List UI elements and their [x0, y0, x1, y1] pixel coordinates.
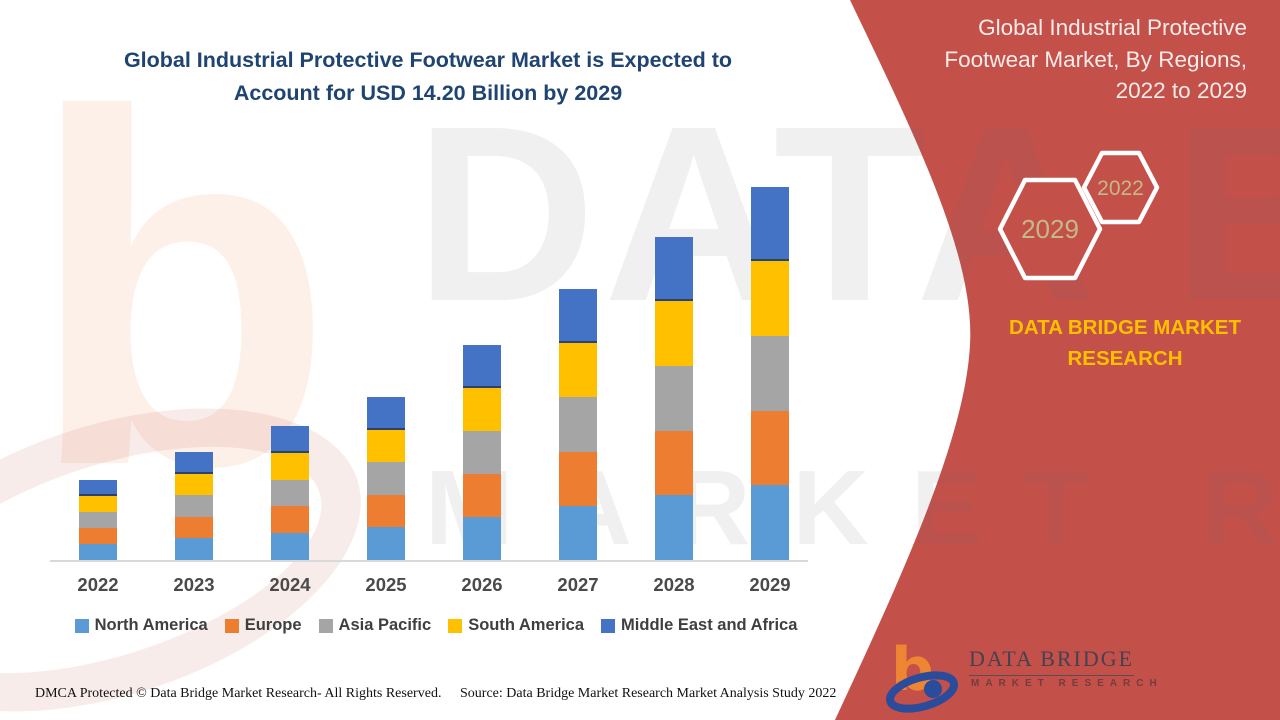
bar-2025: [367, 397, 405, 560]
bar-segment-asia-pacific-2023: [175, 495, 213, 517]
year-hexagons: 2029 2022: [997, 150, 1160, 281]
x-axis-label-2026: 2026: [461, 574, 503, 595]
bar-segment-europe-2024: [271, 506, 309, 534]
hexagon-2029-icon: [997, 177, 1103, 281]
bar-segment-middle-east-and-africa-2029: [751, 186, 789, 262]
bar-segment-north-america-2025: [367, 527, 405, 560]
bar-segment-south-america-2029: [751, 261, 789, 336]
x-axis-label-2027: 2027: [557, 574, 599, 595]
logo-wordmark: DATA BRIDGE: [969, 646, 1135, 676]
bar-segment-south-america-2024: [271, 452, 309, 480]
bar-segment-north-america-2029: [751, 485, 789, 560]
chart-title: Global Industrial Protective Footwear Ma…: [58, 44, 798, 110]
x-axis-labels: 2022 2023 2024 2025 2026 2027 2028 2029: [50, 574, 822, 598]
bar-segment-asia-pacific-2024: [271, 479, 309, 507]
source-note: Source: Data Bridge Market Research Mark…: [460, 686, 837, 701]
bar-2029: [751, 186, 789, 560]
legend-item-europe: Europe: [224, 616, 302, 635]
side-panel-title: Global Industrial Protective Footwear Ma…: [877, 12, 1247, 107]
data-bridge-logo-icon: b: [886, 635, 958, 713]
bar-segment-middle-east-and-africa-2024: [271, 426, 309, 453]
dmca-notice: DMCA Protected © Data Bridge Market Rese…: [35, 686, 442, 701]
bar-segment-south-america-2027: [559, 343, 597, 398]
legend-swatch-north-america: [74, 618, 89, 633]
side-panel-title-line1: Global Industrial Protective: [978, 15, 1247, 40]
bar-segment-europe-2026: [463, 473, 501, 517]
bar-segment-middle-east-and-africa-2027: [559, 289, 597, 344]
data-bridge-logo: b DATA BRIDGE MARKET RESEARCH: [885, 632, 1215, 717]
legend-item-asia-pacific: Asia Pacific: [318, 616, 432, 635]
legend-item-south-america: South America: [448, 616, 584, 635]
brand-name: DATA BRIDGE MARKET RESEARCH: [975, 312, 1275, 374]
bar-segment-south-america-2022: [79, 496, 117, 512]
legend-item-north-america: North America: [74, 616, 208, 635]
bar-segment-europe-2029: [751, 410, 789, 486]
bar-2026: [463, 344, 501, 560]
hexagon-2029-label: 2029: [1021, 214, 1079, 244]
legend-swatch-middle-east-and-africa: [601, 618, 616, 633]
bar-segment-asia-pacific-2026: [463, 430, 501, 474]
legend-label-north-america: North America: [94, 616, 208, 634]
chart-title-line2: Account for USD 14.20 Billion by 2029: [233, 81, 623, 105]
bar-segment-north-america-2027: [559, 505, 597, 560]
side-panel-title-line3: 2022 to 2029: [1115, 78, 1247, 103]
legend-swatch-europe: [224, 618, 239, 633]
chart-legend: North America Europe Asia Pacific South Ame…: [50, 616, 822, 635]
bar-2024: [271, 426, 309, 560]
bar-segment-asia-pacific-2028: [655, 365, 693, 431]
bar-segment-middle-east-and-africa-2022: [79, 480, 117, 496]
bar-segment-north-america-2023: [175, 538, 213, 560]
x-axis-label-2024: 2024: [269, 574, 311, 595]
side-panel-title-line2: Footwear Market, By Regions,: [944, 46, 1247, 72]
bar-segment-north-america-2028: [655, 495, 693, 560]
bar-segment-middle-east-and-africa-2026: [463, 344, 501, 388]
x-axis-label-2023: 2023: [173, 574, 215, 595]
bar-segment-asia-pacific-2029: [751, 335, 789, 411]
x-axis-label-2022: 2022: [77, 574, 119, 595]
bar-segment-south-america-2028: [655, 301, 693, 366]
brand-name-line1: DATA BRIDGE MARKET: [1009, 316, 1241, 339]
bar-segment-europe-2023: [175, 516, 213, 539]
legend-item-middle-east-and-africa: Middle East and Africa: [601, 616, 797, 635]
logo-subtitle: MARKET RESEARCH: [971, 678, 1163, 689]
legend-label-south-america: South America: [468, 616, 585, 634]
red-side-panel-shape: [835, 0, 1280, 720]
bar-2027: [559, 289, 597, 560]
legend-swatch-asia-pacific: [318, 618, 333, 633]
bar-segment-middle-east-and-africa-2025: [367, 397, 405, 430]
bar-segment-europe-2022: [79, 528, 117, 544]
brand-name-line2: RESEARCH: [1067, 347, 1183, 370]
legend-swatch-south-america: [448, 618, 463, 633]
bar-segment-europe-2028: [655, 430, 693, 496]
bar-segment-north-america-2024: [271, 533, 309, 560]
bar-segment-north-america-2022: [79, 544, 117, 560]
bar-segment-south-america-2023: [175, 473, 213, 496]
bar-segment-south-america-2025: [367, 429, 405, 463]
legend-label-europe: Europe: [244, 616, 302, 634]
bar-segment-asia-pacific-2025: [367, 462, 405, 495]
bar-segment-asia-pacific-2022: [79, 512, 117, 528]
x-axis-label-2028: 2028: [653, 574, 695, 595]
bar-2028: [655, 236, 693, 560]
stacked-bar-chart: [50, 160, 822, 562]
bar-2023: [175, 452, 213, 560]
bar-segment-asia-pacific-2027: [559, 397, 597, 452]
bar-segment-middle-east-and-africa-2028: [655, 236, 693, 302]
bar-segment-middle-east-and-africa-2023: [175, 452, 213, 474]
bar-segment-north-america-2026: [463, 516, 501, 560]
hexagon-2022-label: 2022: [1097, 177, 1144, 200]
chart-title-line1: Global Industrial Protective Footwear Ma…: [123, 48, 733, 72]
legend-label-asia-pacific: Asia Pacific: [338, 616, 432, 634]
x-axis-label-2025: 2025: [365, 574, 407, 595]
bar-segment-europe-2027: [559, 451, 597, 506]
legend-label-middle-east-and-africa: Middle East and Africa: [621, 616, 798, 634]
x-axis-label-2029: 2029: [749, 574, 791, 595]
bar-2022: [79, 480, 117, 560]
x-axis-line: [50, 560, 808, 562]
bar-segment-south-america-2026: [463, 387, 501, 431]
bar-segment-europe-2025: [367, 494, 405, 528]
hexagon-2022-icon: [1081, 150, 1160, 225]
